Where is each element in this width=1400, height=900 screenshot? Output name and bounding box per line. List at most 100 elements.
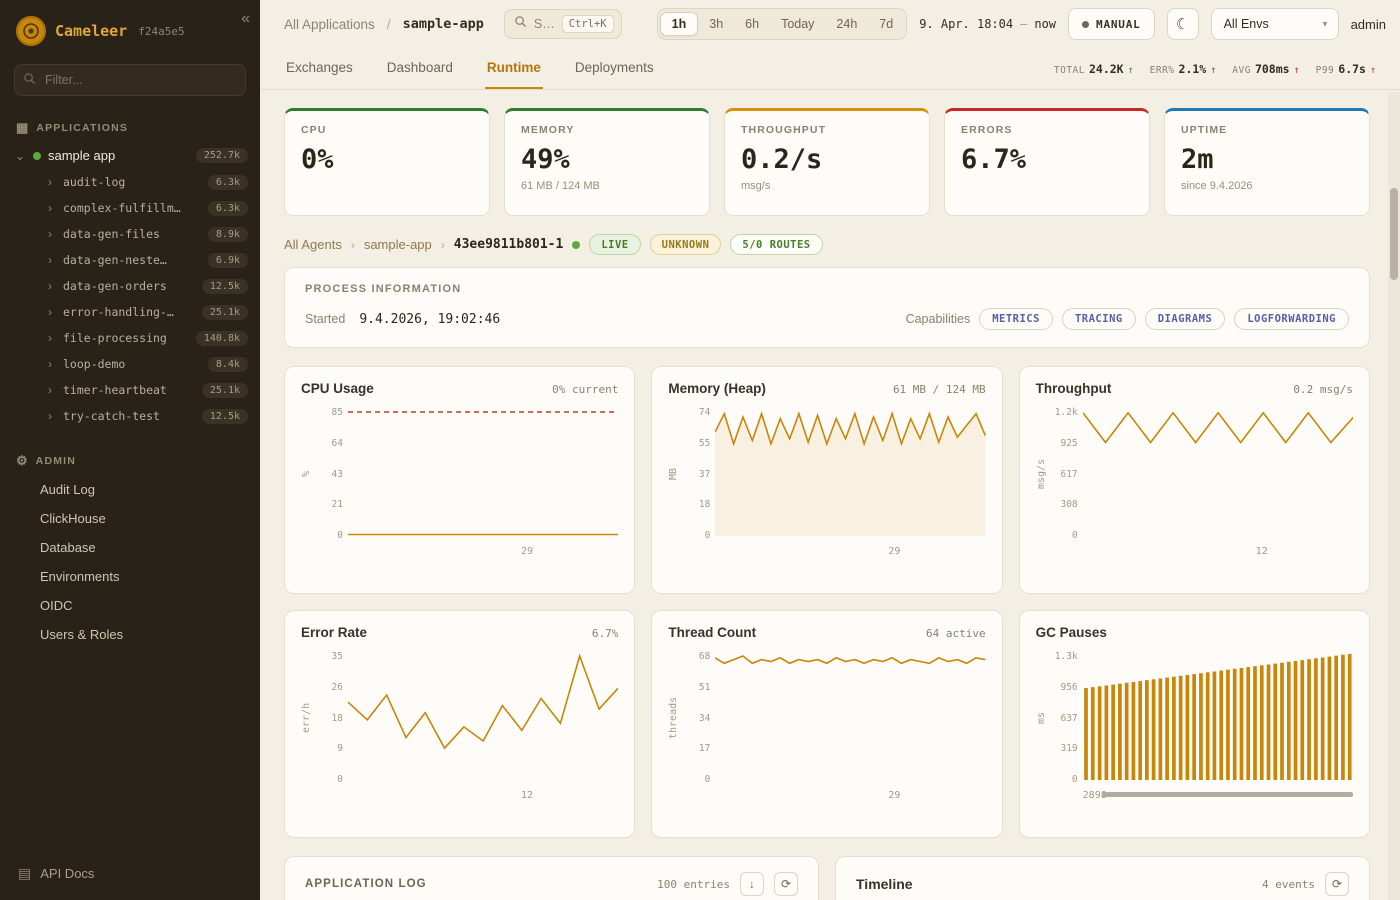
api-docs-link[interactable]: ▤ API Docs [0,851,260,900]
count-badge: 8.9k [207,226,248,242]
count-badge: 12.5k [201,408,248,424]
plot-area: 12 [348,650,618,812]
time-range-24h[interactable]: 24h [825,13,868,35]
environment-select[interactable]: All Envs ▾ [1210,8,1339,40]
time-range-3h[interactable]: 3h [698,13,734,35]
chart-title: Error Rate [301,625,368,640]
date-range[interactable]: 9. Apr. 18:04 — now [919,17,1056,31]
metric-value: 0.2/s [741,144,823,175]
count-badge: 25.1k [201,382,248,398]
time-range-7d[interactable]: 7d [868,13,904,35]
scrollbar-track[interactable] [1388,92,1400,900]
chevron-right-icon[interactable]: › [48,201,52,215]
trend-up-icon: ↑ [1293,65,1300,76]
sidebar-item-loop-demo[interactable]: › loop-demo 8.4k [0,351,260,377]
refresh-button[interactable]: ⟳ [774,872,798,896]
download-icon: ↓ [749,877,755,891]
chart-title: CPU Usage [301,381,374,396]
date-separator: — [1020,17,1028,31]
scrollbar-thumb[interactable] [1390,188,1398,280]
plot-area: 29 [715,406,986,568]
sidebar-item-data-gen-orders[interactable]: › data-gen-orders 12.5k [0,273,260,299]
applications-icon: ▦ [16,120,29,135]
breadcrumb-all-applications[interactable]: All Applications [284,16,375,32]
application-log-panel: APPLICATION LOG 100 entries ↓ ⟳ [284,856,819,900]
sidebar-item-oidc[interactable]: OIDC [40,598,73,613]
sidebar-item-database[interactable]: Database [40,540,96,555]
chevron-right-icon[interactable]: › [48,383,52,397]
app-brand: Cameleer [55,22,128,40]
live-badge: LIVE [589,234,641,255]
chevron-right-icon[interactable]: › [48,357,52,371]
admin-section-label: ADMIN [35,455,77,467]
moon-icon: ☾ [1175,16,1190,33]
breadcrumb-all-agents[interactable]: All Agents [284,237,342,252]
sidebar-item-try-catch-test[interactable]: › try-catch-test 12.5k [0,403,260,429]
tree-item-label: data-gen-files [63,227,160,241]
chevron-right-icon[interactable]: › [48,305,52,319]
tree-item-label: complex-fulfillm… [63,201,181,215]
x-axis-label-cluster [1101,792,1353,797]
chevron-right-icon[interactable]: › [48,279,52,293]
sidebar-item-data-gen-files[interactable]: › data-gen-files 8.9k [0,221,260,247]
metric-sub: since 9.4.2026 [1181,180,1253,192]
chart-card-memory-heap: Memory (Heap) 61 MB / 124 MB MB 74 55 37 18 0… [651,366,1003,594]
sidebar-item-data-gen-nested[interactable]: › data-gen-neste… 6.9k [0,247,260,273]
timeline-title: Timeline [856,876,913,892]
sidebar-item-audit-log-admin[interactable]: Audit Log [40,482,95,497]
chart-title: Memory (Heap) [668,381,766,396]
sidebar-item-audit-log[interactable]: › audit-log 6.3k [0,169,260,195]
sidebar-item-sample-app[interactable]: ⌄ sample app 252.7k [0,142,260,169]
manual-dot-icon [1082,20,1090,28]
sidebar-item-error-handling[interactable]: › error-handling-… 25.1k [0,299,260,325]
x-axis-tick: 12 [521,790,534,801]
global-search[interactable]: S… Ctrl+K [503,9,622,39]
chevron-down-icon[interactable]: ⌄ [14,148,26,163]
sidebar-item-clickhouse[interactable]: ClickHouse [40,511,106,526]
theme-toggle-button[interactable]: ☾ [1166,8,1199,40]
refresh-icon: ⟳ [780,877,792,891]
chart-title: Thread Count [668,625,757,640]
chart-title: Throughput [1035,381,1112,396]
filter-input[interactable] [14,64,246,96]
y-axis-ticks: 85 64 43 21 0 [331,407,343,541]
sidebar-item-environments[interactable]: Environments [40,569,120,584]
environment-select-value: All Envs [1223,17,1269,31]
x-axis-tick: 29 [521,546,534,557]
refresh-button[interactable]: ⟳ [1325,872,1349,896]
chart-value: 64 active [926,627,986,640]
trend-up-icon: ↑ [1369,65,1376,76]
process-information-card: PROCESS INFORMATION Started 9.4.2026, 19… [284,267,1370,348]
capabilities: Capabilities METRICS TRACING DIAGRAMS LO… [906,308,1349,330]
sidebar-collapse-icon[interactable]: « [241,10,250,27]
tab-dashboard[interactable]: Dashboard [386,60,453,75]
chevron-right-icon[interactable]: › [48,331,52,345]
chevron-right-icon[interactable]: › [48,253,52,267]
time-range-today[interactable]: Today [770,13,825,35]
tab-deployments[interactable]: Deployments [574,60,654,75]
throughput-chart: msg/s 1.2k 925 617 308 0 12 [1036,406,1353,568]
sidebar-header: Cameleer f24a5e5 « [0,0,260,58]
y-axis-ticks: 1.2k 925 617 308 0 [1054,407,1078,541]
time-range-1h[interactable]: 1h [659,12,699,36]
tab-exchanges[interactable]: Exchanges [286,60,353,75]
sidebar-item-file-processing[interactable]: › file-processing 140.8k [0,325,260,351]
sidebar-item-timer-heartbeat[interactable]: › timer-heartbeat 25.1k [0,377,260,403]
sidebar-item-users-roles[interactable]: Users & Roles [40,627,124,642]
tab-runtime[interactable]: Runtime [484,48,543,89]
unknown-badge: UNKNOWN [649,234,722,255]
chevron-right-icon[interactable]: › [48,175,52,189]
time-range-6h[interactable]: 6h [734,13,770,35]
manual-mode-button[interactable]: MANUAL [1068,8,1155,40]
x-axis-tick: 12 [1255,546,1268,557]
download-button[interactable]: ↓ [740,872,764,896]
count-badge: 12.5k [201,278,248,294]
agent-id: 43ee9811b801-1 [453,237,564,252]
user-menu[interactable]: admin [1350,16,1386,32]
time-range-segment: 1h 3h 6h Today 24h 7d [656,8,908,40]
breadcrumb-agent-app[interactable]: sample-app [363,237,432,252]
chevron-right-icon[interactable]: › [48,227,52,241]
capability-logforwarding: LOGFORWARDING [1234,308,1349,330]
chevron-right-icon[interactable]: › [48,409,52,423]
sidebar-item-complex-fulfillm[interactable]: › complex-fulfillm… 6.3k [0,195,260,221]
